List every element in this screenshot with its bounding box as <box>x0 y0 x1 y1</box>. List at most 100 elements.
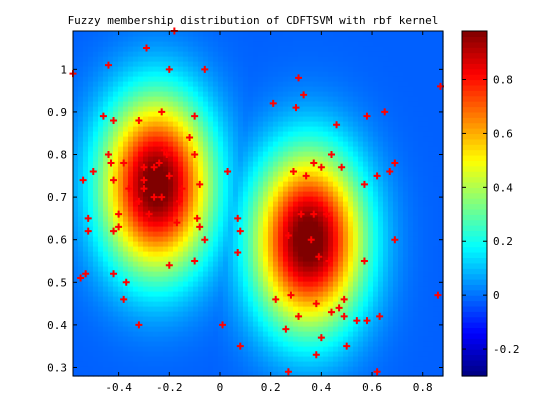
heatmap-cell <box>203 366 209 372</box>
heatmap-cell <box>373 166 379 172</box>
heatmap-cell <box>218 286 224 292</box>
heatmap-cell <box>303 236 309 242</box>
heatmap-cell <box>373 246 379 252</box>
heatmap-cell <box>348 286 354 292</box>
heatmap-cell <box>413 191 419 197</box>
heatmap-cell <box>378 371 384 377</box>
heatmap-cell <box>403 286 409 292</box>
heatmap-cell <box>218 341 224 347</box>
heatmap-cell <box>333 116 339 122</box>
heatmap-cell <box>253 56 259 62</box>
heatmap-cell <box>373 41 379 47</box>
heatmap-cell <box>163 181 169 187</box>
heatmap-cell <box>223 76 229 82</box>
heatmap-cell <box>98 101 104 107</box>
heatmap-cell <box>358 131 364 137</box>
heatmap-cell <box>328 271 334 277</box>
heatmap-cell <box>173 36 179 42</box>
heatmap-cell <box>103 296 109 302</box>
heatmap-cell <box>283 291 289 297</box>
heatmap-cell <box>123 31 129 37</box>
heatmap-cell <box>363 81 369 87</box>
heatmap-cell <box>108 246 114 252</box>
heatmap-cell <box>348 296 354 302</box>
heatmap-cell <box>108 231 114 237</box>
heatmap-cell <box>98 71 104 77</box>
heatmap-cell <box>133 271 139 277</box>
heatmap-cell <box>283 246 289 252</box>
heatmap-cell <box>233 176 239 182</box>
heatmap-cell <box>343 306 349 312</box>
heatmap-cell <box>233 366 239 372</box>
heatmap-cell <box>348 231 354 237</box>
heatmap-cell <box>393 226 399 232</box>
heatmap-cell <box>143 301 149 307</box>
heatmap-cell <box>133 81 139 87</box>
heatmap-cell <box>278 206 284 212</box>
heatmap-cell <box>138 276 144 282</box>
heatmap-cell <box>393 101 399 107</box>
heatmap-cell <box>128 361 134 367</box>
heatmap-cell <box>218 246 224 252</box>
heatmap-cell <box>78 186 84 192</box>
heatmap-cell <box>228 66 234 72</box>
heatmap-cell <box>168 146 174 152</box>
heatmap-cell <box>233 81 239 87</box>
heatmap-cell <box>423 61 429 67</box>
heatmap-cell <box>373 306 379 312</box>
heatmap-cell <box>323 351 329 357</box>
heatmap-cell <box>278 226 284 232</box>
heatmap-cell <box>258 41 264 47</box>
heatmap-cell <box>338 126 344 132</box>
heatmap-cell <box>233 221 239 227</box>
heatmap-cell <box>198 361 204 367</box>
heatmap-cell <box>413 216 419 222</box>
heatmap-cell <box>173 116 179 122</box>
heatmap-cell <box>108 196 114 202</box>
heatmap-cell <box>358 361 364 367</box>
heatmap-cell <box>363 61 369 67</box>
heatmap-cell <box>158 126 164 132</box>
heatmap-cell <box>93 221 99 227</box>
heatmap-cell <box>113 71 119 77</box>
heatmap-cell <box>268 221 274 227</box>
heatmap-cell <box>183 36 189 42</box>
heatmap-cell <box>113 81 119 87</box>
heatmap-cell <box>403 51 409 57</box>
heatmap-cell <box>238 141 244 147</box>
heatmap-cell <box>263 291 269 297</box>
heatmap-cell <box>258 216 264 222</box>
heatmap-cell <box>298 131 304 137</box>
heatmap-cell <box>228 56 234 62</box>
heatmap-cell <box>293 61 299 67</box>
heatmap-cell <box>203 326 209 332</box>
heatmap-cell <box>263 331 269 337</box>
heatmap-cell <box>243 266 249 272</box>
heatmap-cell <box>378 96 384 102</box>
heatmap-cell <box>168 366 174 372</box>
heatmap-cell <box>378 241 384 247</box>
heatmap-cell <box>148 166 154 172</box>
heatmap-cell <box>173 356 179 362</box>
heatmap-cell <box>103 31 109 37</box>
heatmap-cell <box>268 161 274 167</box>
heatmap-cell <box>253 201 259 207</box>
heatmap-cell <box>163 346 169 352</box>
heatmap-cell <box>228 41 234 47</box>
heatmap-cell <box>183 281 189 287</box>
heatmap-cell <box>193 311 199 317</box>
heatmap-cell <box>333 176 339 182</box>
heatmap-cell <box>408 271 414 277</box>
heatmap-cell <box>128 316 134 322</box>
heatmap-cell <box>343 241 349 247</box>
heatmap-cell <box>128 336 134 342</box>
heatmap-cell <box>153 181 159 187</box>
heatmap-cell <box>148 116 154 122</box>
heatmap-cell <box>208 306 214 312</box>
heatmap-cell <box>188 176 194 182</box>
heatmap-cell <box>408 316 414 322</box>
heatmap-cell <box>98 181 104 187</box>
heatmap-cell <box>93 131 99 137</box>
heatmap-cell <box>263 336 269 342</box>
heatmap-cell <box>213 76 219 82</box>
